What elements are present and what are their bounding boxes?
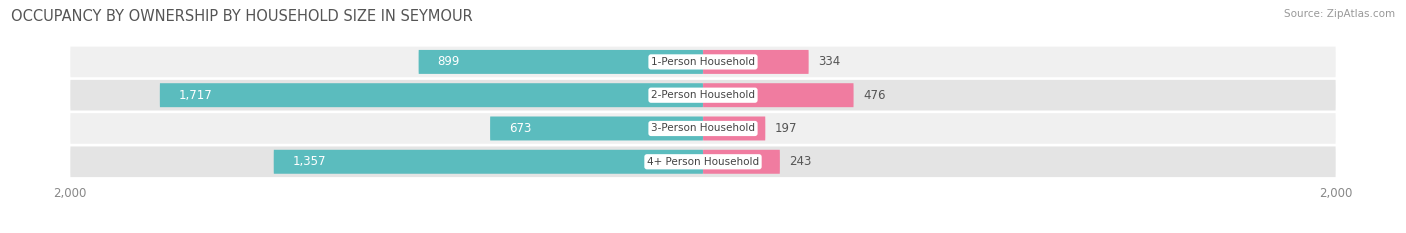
Text: 243: 243 [789,155,811,168]
FancyBboxPatch shape [491,116,703,140]
FancyBboxPatch shape [70,113,1336,144]
Text: 1-Person Household: 1-Person Household [651,57,755,67]
FancyBboxPatch shape [70,80,1336,110]
Text: Source: ZipAtlas.com: Source: ZipAtlas.com [1284,9,1395,19]
Text: 2-Person Household: 2-Person Household [651,90,755,100]
Text: 4+ Person Household: 4+ Person Household [647,157,759,167]
FancyBboxPatch shape [703,116,765,140]
Text: 1,357: 1,357 [292,155,326,168]
Text: 1,717: 1,717 [179,89,212,102]
FancyBboxPatch shape [703,150,780,174]
FancyBboxPatch shape [274,150,703,174]
Text: 3-Person Household: 3-Person Household [651,123,755,134]
FancyBboxPatch shape [703,83,853,107]
Text: 197: 197 [775,122,797,135]
Text: 673: 673 [509,122,531,135]
FancyBboxPatch shape [419,50,703,74]
Text: 476: 476 [863,89,886,102]
Text: OCCUPANCY BY OWNERSHIP BY HOUSEHOLD SIZE IN SEYMOUR: OCCUPANCY BY OWNERSHIP BY HOUSEHOLD SIZE… [11,9,472,24]
FancyBboxPatch shape [703,50,808,74]
Text: 334: 334 [818,55,841,69]
FancyBboxPatch shape [70,47,1336,77]
Text: 899: 899 [437,55,460,69]
FancyBboxPatch shape [70,147,1336,177]
FancyBboxPatch shape [160,83,703,107]
